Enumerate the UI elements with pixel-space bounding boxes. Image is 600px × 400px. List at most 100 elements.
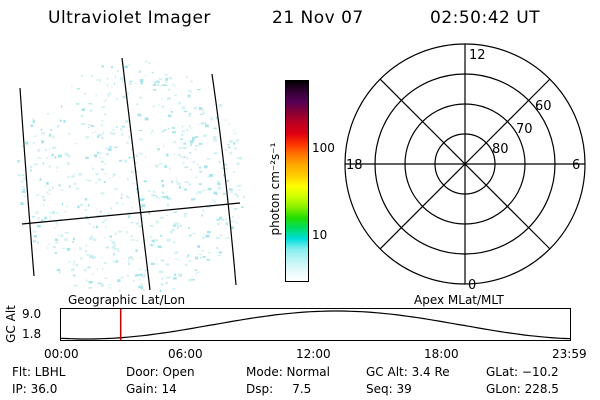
uv-speckle xyxy=(113,243,116,246)
uv-speckle xyxy=(188,124,191,128)
uv-speckle xyxy=(159,270,164,274)
uv-speckle xyxy=(158,103,160,106)
uv-speckle xyxy=(24,220,26,223)
uv-speckle xyxy=(234,208,238,210)
colorbar-tick-100: 100 xyxy=(312,141,335,155)
uv-speckle xyxy=(102,131,104,135)
uv-speckle xyxy=(67,154,71,158)
uv-speckle xyxy=(81,123,86,125)
uv-speckle xyxy=(168,128,170,130)
uv-speckle xyxy=(107,94,110,98)
uv-speckle xyxy=(159,289,162,293)
uv-speckle xyxy=(112,245,116,248)
uv-speckle xyxy=(153,194,156,196)
uv-speckle xyxy=(186,256,189,258)
uv-speckle xyxy=(135,82,137,84)
uv-speckle xyxy=(232,171,235,173)
uv-speckle xyxy=(58,119,60,121)
uv-speckle xyxy=(187,254,190,257)
uv-speckle xyxy=(199,113,203,115)
uv-speckle xyxy=(140,206,143,208)
uv-speckle xyxy=(52,246,56,248)
uv-speckle xyxy=(139,79,144,82)
uv-emission-speckles xyxy=(17,60,246,293)
uv-speckle xyxy=(236,139,238,143)
uv-speckle xyxy=(218,251,223,254)
uv-speckle xyxy=(124,65,128,69)
uv-speckle xyxy=(52,186,54,189)
uv-speckle xyxy=(151,71,154,74)
uv-speckle xyxy=(198,166,201,169)
uv-speckle xyxy=(92,167,94,170)
uv-speckle xyxy=(196,271,200,274)
uv-speckle xyxy=(178,101,181,105)
uv-speckle xyxy=(120,128,123,131)
uv-speckle xyxy=(73,284,78,287)
uv-speckle xyxy=(134,161,138,164)
uv-speckle xyxy=(207,188,212,191)
mlt-label-6: 6 xyxy=(572,158,580,173)
uv-speckle xyxy=(86,254,91,256)
uv-speckle xyxy=(87,203,90,207)
uv-speckle xyxy=(55,170,58,172)
uv-speckle xyxy=(138,130,143,132)
uv-speckle xyxy=(198,253,202,255)
uv-speckle xyxy=(109,235,113,238)
uv-speckle xyxy=(29,165,33,168)
uv-speckle xyxy=(189,234,192,237)
uv-speckle xyxy=(173,224,176,227)
uv-speckle xyxy=(164,129,167,131)
uv-speckle xyxy=(111,86,113,88)
uv-speckle xyxy=(36,195,39,197)
uv-speckle xyxy=(105,147,108,149)
uv-speckle xyxy=(106,93,111,95)
uv-speckle xyxy=(215,237,220,240)
uv-speckle xyxy=(56,268,61,271)
uv-speckle xyxy=(71,85,73,87)
uv-speckle xyxy=(167,88,171,90)
uv-speckle xyxy=(184,263,188,267)
uv-speckle xyxy=(46,157,48,159)
uv-speckle xyxy=(148,211,151,215)
uv-speckle xyxy=(104,163,107,165)
uv-speckle xyxy=(202,110,204,113)
uv-speckle xyxy=(96,268,99,271)
uv-speckle xyxy=(123,95,127,99)
uv-speckle xyxy=(48,189,51,192)
uv-speckle xyxy=(172,287,176,290)
uv-speckle xyxy=(225,218,228,221)
uv-speckle xyxy=(129,80,133,82)
uv-speckle xyxy=(190,197,195,200)
uv-speckle xyxy=(117,279,121,282)
uv-speckle xyxy=(109,145,112,149)
uv-speckle xyxy=(135,249,138,252)
uv-speckle xyxy=(218,161,221,164)
uv-speckle xyxy=(184,166,188,168)
uv-speckle xyxy=(127,212,131,214)
uv-speckle xyxy=(193,198,196,200)
uv-speckle xyxy=(207,231,211,234)
uv-speckle xyxy=(190,140,194,144)
uv-speckle xyxy=(185,128,189,132)
uv-speckle xyxy=(211,199,215,201)
uv-speckle xyxy=(169,276,171,278)
uv-speckle xyxy=(32,120,35,124)
altitude-timeline[interactable] xyxy=(60,308,572,342)
uv-speckle xyxy=(128,157,131,159)
uv-speckle xyxy=(64,238,68,242)
uv-speckle xyxy=(58,184,61,187)
uv-speckle xyxy=(205,234,210,238)
uv-speckle xyxy=(130,170,135,174)
uv-speckle xyxy=(107,213,110,215)
uv-speckle xyxy=(100,283,103,286)
uv-speckle xyxy=(68,132,71,135)
uv-speckle xyxy=(152,89,157,91)
uv-speckle xyxy=(49,216,51,219)
uv-speckle xyxy=(93,238,97,241)
uv-speckle xyxy=(76,88,80,90)
uv-speckle xyxy=(114,146,118,148)
uv-speckle xyxy=(186,156,188,160)
uv-speckle xyxy=(44,216,47,220)
uv-speckle xyxy=(237,195,239,198)
uv-speckle xyxy=(95,130,97,133)
